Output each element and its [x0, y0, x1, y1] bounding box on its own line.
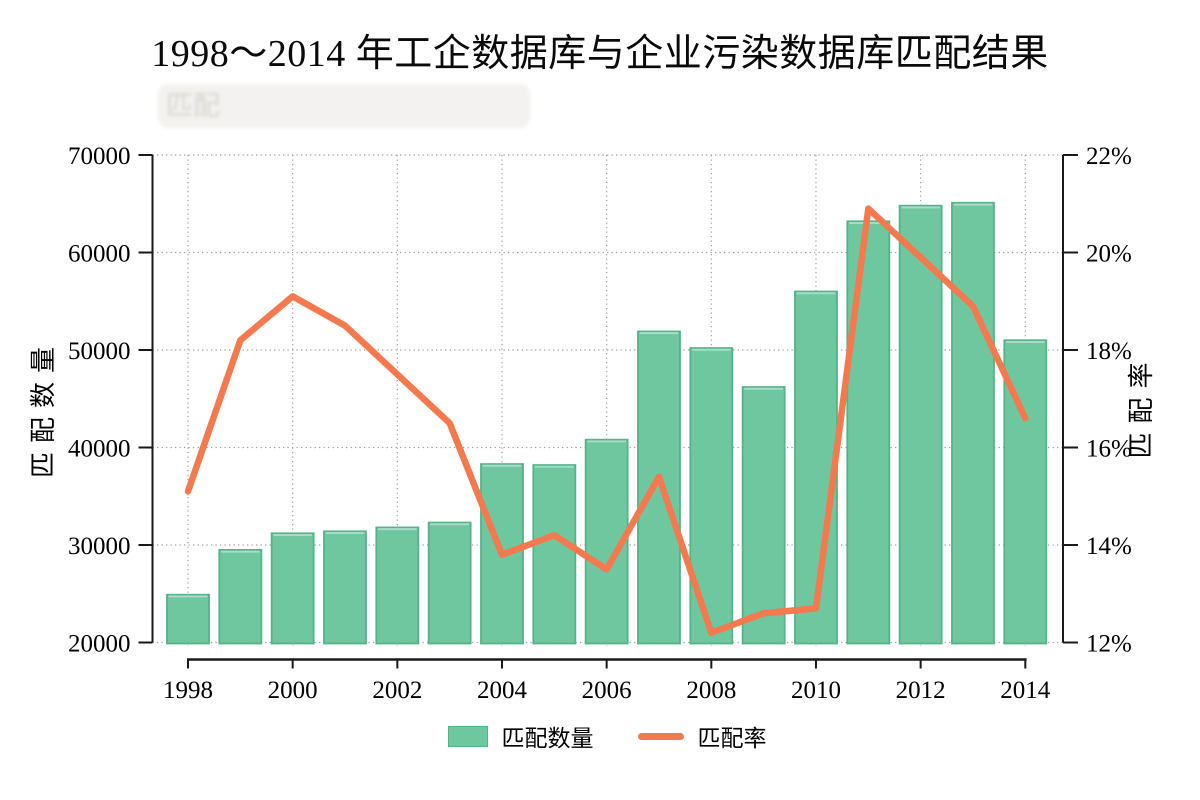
bar-2002: [375, 526, 420, 645]
bar-2009: [741, 386, 786, 645]
left-axis-tick-label: 30000: [68, 533, 131, 560]
bar-2011: [846, 220, 891, 645]
bar-2007: [637, 330, 681, 645]
x-axis-tick-label: 2006: [582, 677, 632, 704]
bar-legend-label: 匹配数量: [501, 726, 594, 751]
right-axis-tick-label: 18%: [1086, 338, 1132, 365]
bar-2003: [427, 521, 472, 645]
bar-series: [166, 201, 1048, 645]
x-axis-tick-label: 2008: [686, 677, 736, 704]
left-axis-tick-label: 70000: [68, 143, 131, 170]
right-axis-tick-label: 20%: [1086, 241, 1132, 268]
bar-2000: [270, 532, 315, 645]
left-axis-tick-label: 50000: [68, 338, 131, 365]
x-axis-tick-label: 1998: [163, 677, 213, 704]
right-axis-tick-label: 16%: [1086, 436, 1132, 463]
x-axis-tick-label: 2004: [477, 677, 528, 704]
bar-1998: [166, 593, 210, 645]
right-axis-title: 匹配率: [1127, 353, 1156, 458]
left-axis-title: 匹配数量: [29, 338, 58, 478]
right-axis-tick-label: 12%: [1086, 631, 1132, 658]
faded-subtitle: 匹配: [158, 84, 530, 128]
legend-item-bars: 匹配数量: [447, 719, 594, 753]
axes: 20000 30000 40000 50000 60000 70000 12% 14% 16% 1…: [68, 143, 1132, 704]
x-axis-tick-label: 2012: [896, 677, 946, 704]
right-axis-tick-label: 22%: [1086, 143, 1132, 170]
x-axis-tick-label: 2002: [372, 677, 422, 704]
bar-2005: [532, 464, 577, 645]
x-axis-tick-label: 2000: [268, 677, 318, 704]
bar-2013: [951, 201, 995, 645]
line-legend-swatch: [637, 732, 684, 740]
legend-item-line: 匹配率: [637, 719, 767, 753]
x-axis-tick-label: 2014: [1000, 677, 1051, 704]
bar-2012: [898, 204, 943, 645]
bar-2008: [689, 347, 734, 645]
left-axis-tick-label: 20000: [68, 631, 131, 658]
chart-title: 1998～2014 年工企数据库与企业污染数据库匹配结果: [151, 33, 1049, 75]
legend: 匹配数量 匹配率: [0, 719, 1200, 753]
bar-legend-swatch: [447, 725, 488, 747]
line-legend-label: 匹配率: [697, 726, 767, 751]
line-series: [184, 205, 1029, 636]
left-axis-tick-label: 40000: [68, 436, 131, 463]
rate-line: [184, 205, 1029, 636]
bar-1999: [218, 548, 263, 645]
bar-2001: [323, 530, 367, 645]
right-axis-tick-label: 14%: [1086, 533, 1132, 560]
left-axis-tick-label: 60000: [68, 241, 131, 268]
x-axis-tick-label: 2010: [791, 677, 841, 704]
